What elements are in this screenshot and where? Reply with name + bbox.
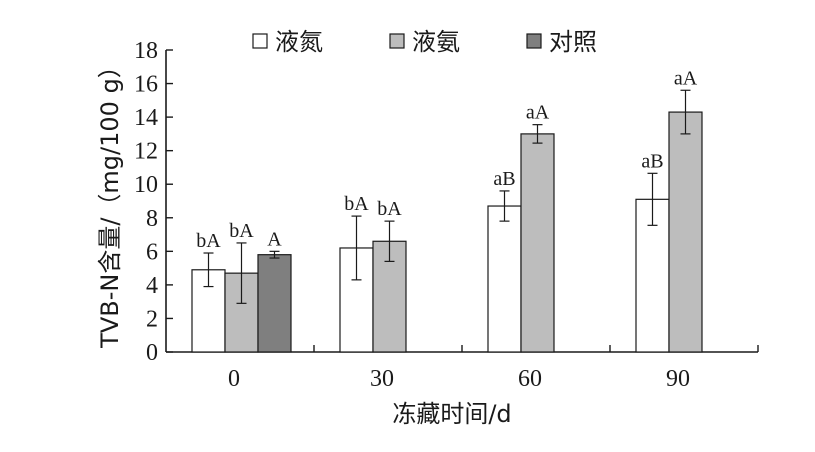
x-axis-title: 冻藏时间/d bbox=[392, 400, 511, 428]
y-tick-label: 14 bbox=[134, 105, 158, 131]
x-tick-label: 60 bbox=[518, 366, 542, 392]
bar-0-2 bbox=[257, 254, 292, 353]
significance-label: bA bbox=[229, 220, 254, 242]
legend-swatch bbox=[252, 33, 268, 49]
bar-3-1 bbox=[668, 111, 703, 353]
bar-2-1 bbox=[520, 133, 555, 353]
significance-label: bA bbox=[196, 230, 221, 252]
y-axis-title: TVB-N含量/（mg/100 g） bbox=[96, 54, 124, 349]
legend-label: 对照 bbox=[549, 28, 597, 56]
y-tick-label: 18 bbox=[134, 38, 158, 64]
legend: 液氮 液氨 对照 bbox=[252, 28, 597, 56]
significance-label: aA bbox=[674, 67, 698, 89]
legend-swatch bbox=[526, 33, 542, 49]
x-tick-label: 0 bbox=[228, 366, 240, 392]
y-tick-label: 16 bbox=[134, 72, 158, 98]
y-tick-label: 6 bbox=[146, 239, 158, 265]
significance-label: A bbox=[267, 228, 282, 250]
significance-label: aB bbox=[493, 168, 515, 190]
legend-swatch bbox=[389, 33, 405, 49]
axes: 0 2 4 6 8 10 12 14 16 18 0 30 60 90 bbox=[134, 38, 759, 392]
significance-label: aA bbox=[526, 102, 550, 124]
legend-label: 液氨 bbox=[412, 28, 460, 56]
legend-label: 液氮 bbox=[275, 28, 323, 56]
bar-2-0 bbox=[487, 205, 522, 353]
y-tick-label: 2 bbox=[146, 306, 158, 332]
y-tick-label: 4 bbox=[146, 273, 158, 299]
y-tick-label: 8 bbox=[146, 206, 158, 232]
significance-label: bA bbox=[344, 193, 369, 215]
significance-label: bA bbox=[377, 198, 402, 220]
y-tick-label: 10 bbox=[134, 172, 158, 198]
y-tick-label: 12 bbox=[134, 139, 158, 165]
x-tick-label: 90 bbox=[666, 366, 690, 392]
bars: bA bA AbA bA aB aA aB aA bbox=[191, 67, 703, 353]
significance-label: aB bbox=[641, 150, 663, 172]
y-tick-label: 0 bbox=[146, 340, 158, 366]
x-tick-label: 30 bbox=[370, 366, 394, 392]
